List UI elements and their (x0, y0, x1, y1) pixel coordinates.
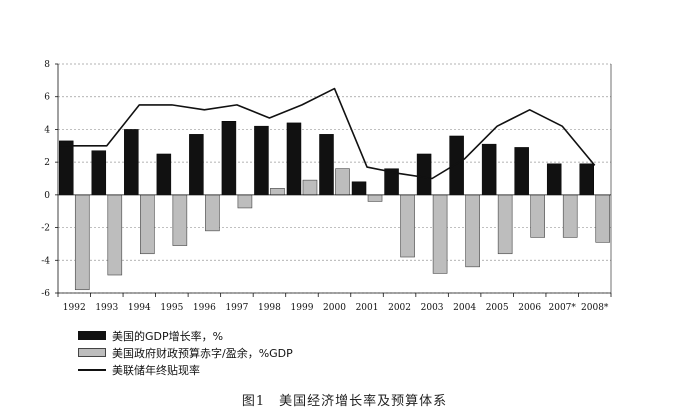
y-tick-label: 6 (44, 93, 50, 103)
bar-gdp (286, 122, 302, 196)
legend-swatch-rate (78, 368, 106, 371)
y-tick-label: -4 (41, 256, 50, 266)
x-tick-label: 1998 (258, 303, 281, 313)
x-tick-label: 1999 (291, 303, 314, 313)
bar-deficit (107, 194, 123, 276)
x-tick-label: 2005 (486, 303, 509, 313)
bar-deficit (465, 194, 480, 268)
x-tick-labels: 1992 1993 1994 1995 1996 1997 1998 1999 2000 2001… (63, 303, 609, 313)
chart-line (60, 87, 596, 180)
x-tick-label: 2003 (421, 303, 444, 313)
bar-gdp (449, 135, 464, 196)
y-tick-label: 4 (44, 125, 50, 135)
chart-bars (59, 121, 611, 291)
x-tick-label: 1996 (193, 303, 216, 313)
legend-item-deficit: 美国政府财政预算赤字/盈余，%GDP (78, 344, 293, 361)
x-tick-label: 2002 (388, 303, 411, 313)
legend-item-gdp: 美国的GDP增长率，% (78, 327, 293, 344)
bar-deficit (302, 179, 318, 196)
legend-item-rate: 美联储年终贴现率 (78, 361, 293, 378)
bar-gdp (546, 163, 562, 196)
bar-deficit (205, 194, 220, 232)
bar-gdp (91, 150, 107, 196)
y-tick-label: 8 (44, 60, 50, 70)
y-tick-labels: 8 6 4 2 0 -2 -4 -6 (41, 60, 50, 299)
bar-deficit (270, 188, 285, 196)
x-tick-label: 2007* (549, 303, 577, 313)
bar-gdp (156, 153, 172, 196)
y-tick-label: -2 (41, 224, 50, 234)
bar-deficit (74, 194, 90, 291)
legend-label-gdp: 美国的GDP增长率，% (112, 329, 224, 343)
x-tick-label: 1995 (160, 303, 183, 313)
bar-deficit (595, 194, 611, 243)
bar-gdp (416, 153, 432, 196)
bar-gdp (514, 147, 529, 196)
bar-gdp (481, 143, 497, 196)
bar-deficit (335, 168, 350, 196)
x-tick-label: 2008* (581, 303, 609, 313)
y-tick-label: -6 (41, 289, 50, 299)
x-tick-label: 2004 (453, 303, 476, 313)
x-tick-label: 2000 (323, 303, 346, 313)
bar-deficit (172, 194, 188, 246)
bar-gdp (579, 163, 594, 196)
bar-deficit (140, 194, 155, 255)
x-tick-label: 1992 (63, 303, 86, 313)
bar-gdp (254, 125, 269, 196)
legend-swatch-gdp (78, 331, 106, 340)
line-discount-rate (60, 87, 596, 180)
bar-deficit (530, 194, 545, 238)
y-tick-label: 2 (44, 158, 50, 168)
bar-gdp (189, 134, 204, 196)
bar-deficit (400, 194, 415, 258)
x-tick-label: 1997 (225, 303, 248, 313)
y-tick-label: 0 (44, 191, 50, 201)
x-tick-label: 2006 (518, 303, 541, 313)
x-tick-label: 1994 (128, 303, 151, 313)
bar-gdp (351, 181, 367, 196)
legend-swatch-deficit (78, 348, 106, 357)
legend: 美国的GDP增长率，% 美国政府财政预算赤字/盈余，%GDP 美联储年终贴现率 (78, 327, 293, 378)
bar-deficit (497, 194, 513, 255)
bar-deficit (237, 194, 253, 209)
chart-axes (55, 63, 612, 297)
bar-deficit (562, 194, 578, 238)
bar-gdp (319, 134, 334, 196)
bar-gdp (221, 121, 237, 196)
bar-gdp (59, 140, 74, 196)
x-tick-label: 2001 (356, 303, 379, 313)
legend-label-rate: 美联储年终贴现率 (112, 363, 200, 377)
bar-gdp (124, 129, 139, 196)
figure-caption: 图1 美国经济增长率及预算体系 (241, 394, 448, 409)
x-tick-label: 1993 (95, 303, 118, 313)
legend-label-deficit: 美国政府财政预算赤字/盈余，%GDP (112, 346, 293, 360)
bar-deficit (367, 194, 383, 202)
bar-deficit (432, 194, 448, 274)
